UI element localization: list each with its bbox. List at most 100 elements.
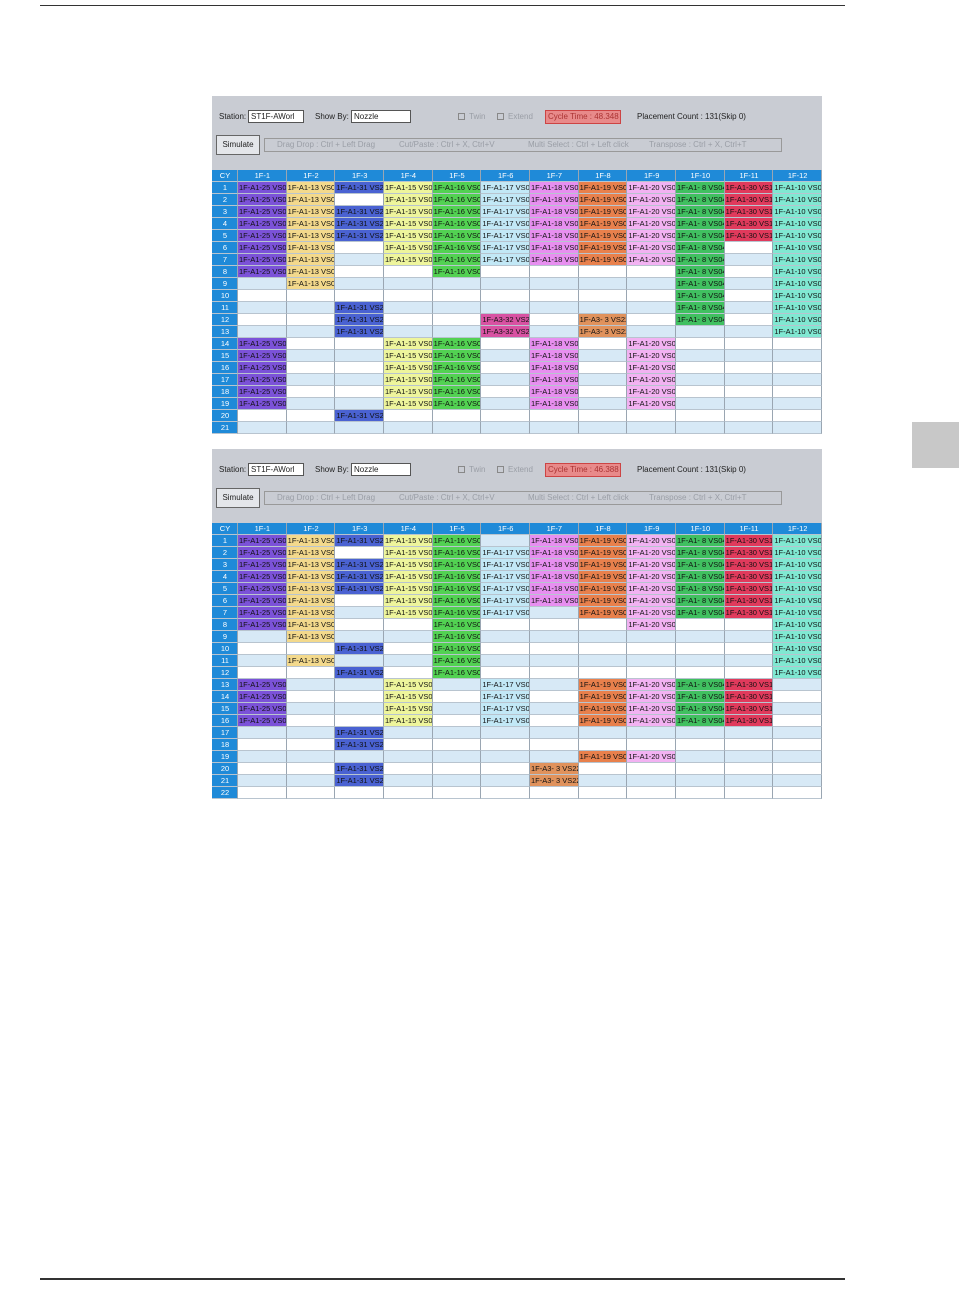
grid-cell[interactable]: 1F-A1-10 VS0	[773, 667, 822, 679]
grid-cell[interactable]	[627, 667, 676, 679]
grid-cell[interactable]: 1F-A1-16 VS0(	[432, 374, 482, 386]
grid-cell[interactable]	[335, 266, 384, 278]
grid-cell[interactable]	[724, 266, 774, 278]
grid-cell[interactable]: 1F-A1-15 VS0(	[384, 194, 433, 206]
station-select[interactable]: ST1F-AWorl	[248, 463, 304, 476]
grid-cell[interactable]: 1F-A1- 8 VS04	[676, 691, 725, 703]
grid-cell[interactable]: 1F-A1-16 VS0(	[432, 338, 482, 350]
grid-cell[interactable]	[286, 727, 336, 739]
grid-cell[interactable]: 1F-A1-20 VS0(	[627, 182, 676, 194]
grid-cell[interactable]	[286, 422, 336, 434]
grid-cell[interactable]: 1F-A1-18 VS0(	[530, 218, 579, 230]
grid-cell[interactable]	[384, 667, 433, 679]
grid-cell[interactable]	[724, 314, 774, 326]
grid-cell[interactable]	[432, 703, 482, 715]
grid-cell[interactable]: 1F-A1-20 VS0(	[627, 691, 676, 703]
grid-cell[interactable]	[481, 643, 530, 655]
grid-cell[interactable]: 1F-A1-15 VS0(	[384, 206, 433, 218]
grid-cell[interactable]: 1F-A1-31 VS2	[335, 727, 384, 739]
grid-cell[interactable]: 1F-A1-25 VS0(	[238, 679, 287, 691]
grid-cell[interactable]	[384, 619, 433, 631]
grid-cell[interactable]: 1F-A1-25 VS0(	[238, 242, 287, 254]
grid-cell[interactable]	[481, 278, 530, 290]
grid-cell[interactable]: 1F-A1-13 VS04	[286, 535, 336, 547]
grid-cell[interactable]	[676, 739, 725, 751]
grid-cell[interactable]: 1F-A1-25 VS0(	[238, 547, 287, 559]
grid-cell[interactable]	[627, 787, 676, 799]
grid-cell[interactable]: 1F-A1-17 VS0(	[481, 194, 530, 206]
grid-cell[interactable]: 1F-A1- 8 VS04	[676, 194, 725, 206]
grid-cell[interactable]: 1F-A1-15 VS0(	[384, 350, 433, 362]
grid-cell[interactable]: 1F-A1- 8 VS04	[676, 206, 725, 218]
grid-cell[interactable]: 1F-A1-25 VS0(	[238, 571, 287, 583]
grid-cell[interactable]: 1F-A1-20 VS0(	[627, 398, 676, 410]
grid-cell[interactable]	[676, 338, 725, 350]
grid-cell[interactable]	[627, 314, 676, 326]
twin-checkbox[interactable]	[458, 113, 465, 120]
grid-cell[interactable]: 1F-A1- 8 VS04	[676, 535, 725, 547]
grid-cell[interactable]: 1F-A1-31 VS2	[335, 302, 384, 314]
grid-cell[interactable]: 1F-A1-20 VS0(	[627, 619, 676, 631]
grid-cell[interactable]: 1F-A1-13 VS04	[286, 242, 336, 254]
grid-cell[interactable]	[676, 326, 725, 338]
grid-cell[interactable]: 1F-A1- 8 VS04	[676, 182, 725, 194]
grid-cell[interactable]: 1F-A1-19 VS0(	[578, 242, 628, 254]
show-by-select[interactable]: Nozzle	[351, 110, 411, 123]
grid-cell[interactable]: 1F-A1-18 VS0(	[530, 230, 579, 242]
grid-cell[interactable]: 1F-A1-19 VS0(	[578, 583, 628, 595]
grid-cell[interactable]: 1F-A1-16 VS0(	[432, 643, 482, 655]
grid-cell[interactable]: 1F-A1-25 VS0(	[238, 362, 287, 374]
grid-cell[interactable]	[335, 679, 384, 691]
grid-cell[interactable]	[724, 302, 774, 314]
grid-cell[interactable]	[724, 350, 774, 362]
grid-cell[interactable]: 1F-A1-25 VS0(	[238, 595, 287, 607]
grid-cell[interactable]	[481, 362, 530, 374]
grid-cell[interactable]: 1F-A1-17 VS0(	[481, 254, 530, 266]
grid-cell[interactable]	[627, 775, 676, 787]
simulate-button[interactable]: Simulate	[216, 135, 260, 155]
grid-cell[interactable]: 1F-A1-25 VS0(	[238, 254, 287, 266]
grid-cell[interactable]: 1F-A1-19 VS0(	[578, 559, 628, 571]
grid-cell[interactable]	[676, 398, 725, 410]
grid-cell[interactable]: 1F-A1-25 VS0(	[238, 715, 287, 727]
grid-cell[interactable]	[724, 326, 774, 338]
grid-cell[interactable]: 1F-A1-30 VS1	[724, 679, 774, 691]
grid-cell[interactable]: 1F-A1-18 VS0(	[530, 206, 579, 218]
grid-cell[interactable]	[530, 302, 579, 314]
grid-cell[interactable]	[238, 278, 287, 290]
grid-cell[interactable]: 1F-A1-16 VS0(	[432, 194, 482, 206]
grid-cell[interactable]	[578, 739, 628, 751]
grid-cell[interactable]: 1F-A1-13 VS04	[286, 571, 336, 583]
grid-cell[interactable]: 1F-A1-25 VS0(	[238, 374, 287, 386]
grid-cell[interactable]	[286, 386, 336, 398]
grid-cell[interactable]: 1F-A1-31 VS2	[335, 326, 384, 338]
grid-cell[interactable]	[384, 278, 433, 290]
show-by-select[interactable]: Nozzle	[351, 463, 411, 476]
grid-cell[interactable]: 1F-A1-17 VS0(	[481, 607, 530, 619]
grid-cell[interactable]: 1F-A1-20 VS0(	[627, 206, 676, 218]
grid-cell[interactable]	[578, 643, 628, 655]
grid-cell[interactable]	[432, 787, 482, 799]
grid-cell[interactable]	[481, 763, 530, 775]
grid-cell[interactable]	[578, 410, 628, 422]
grid-cell[interactable]	[481, 410, 530, 422]
grid-cell[interactable]	[578, 302, 628, 314]
grid-cell[interactable]	[384, 643, 433, 655]
grid-cell[interactable]	[286, 787, 336, 799]
grid-cell[interactable]: 1F-A1-19 VS0(	[578, 535, 628, 547]
grid-cell[interactable]: 1F-A1-10 VS0	[773, 218, 822, 230]
twin-checkbox[interactable]	[458, 466, 465, 473]
grid-cell[interactable]: 1F-A1-31 VS2	[335, 643, 384, 655]
grid-cell[interactable]	[724, 362, 774, 374]
grid-cell[interactable]: 1F-A1-16 VS0(	[432, 182, 482, 194]
grid-cell[interactable]	[432, 751, 482, 763]
grid-cell[interactable]: 1F-A1-30 VS1	[724, 559, 774, 571]
grid-cell[interactable]	[773, 362, 822, 374]
grid-cell[interactable]: 1F-A1-16 VS0(	[432, 206, 482, 218]
grid-cell[interactable]	[384, 739, 433, 751]
grid-cell[interactable]	[432, 290, 482, 302]
grid-cell[interactable]: 1F-A1-15 VS0(	[384, 182, 433, 194]
grid-cell[interactable]: 1F-A1-17 VS0(	[481, 583, 530, 595]
grid-cell[interactable]	[627, 326, 676, 338]
grid-cell[interactable]	[481, 374, 530, 386]
